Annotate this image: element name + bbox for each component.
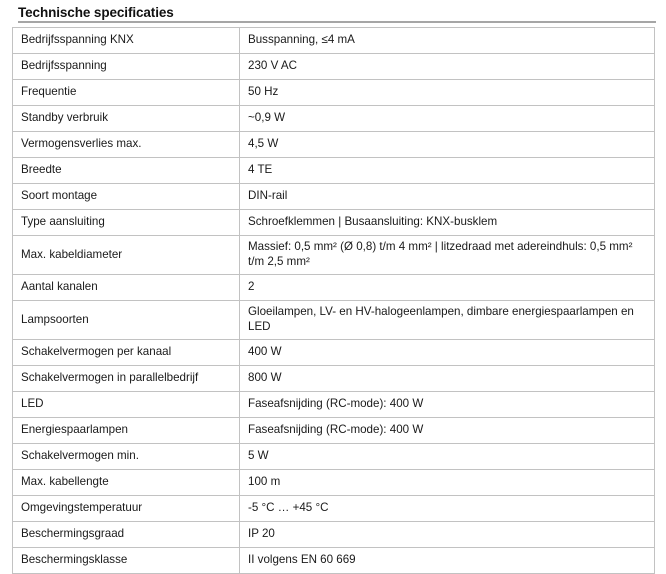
spec-label-cell: Omgevingstemperatuur [12,495,240,522]
page-title: Technische specificaties [18,5,174,20]
title-underline-divider [18,21,656,23]
table-row: Aantal kanalen 2 [12,274,655,301]
spec-value-cell: 230 V AC [239,53,655,80]
spec-label-cell: Beschermingsgraad [12,521,240,548]
spec-label-cell: Frequentie [12,79,240,106]
spec-label-cell: Aantal kanalen [12,274,240,301]
table-row: Energiespaarlampen Faseafsnijding (RC-mod… [12,417,655,444]
table-row: Bedrijfsspanning KNX Busspanning, ≤4 mA [12,27,655,54]
table-row: Max. kabellengte 100 m [12,469,655,496]
spec-value-cell: IP 20 [239,521,655,548]
spec-value-cell: Faseafsnijding (RC-mode): 400 W [239,391,655,418]
spec-label-cell: Bedrijfsspanning [12,53,240,80]
spec-label-cell: LED [12,391,240,418]
table-row: Standby verbruik ~0,9 W [12,105,655,132]
technical-specifications-table: Bedrijfsspanning KNX Busspanning, ≤4 mA Be… [12,27,655,574]
spec-value-cell: DIN-rail [239,183,655,210]
table-row: Bedrijfsspanning 230 V AC [12,53,655,80]
spec-label-cell: Schakelvermogen in parallelbedrijf [12,365,240,392]
spec-table-container: Bedrijfsspanning KNX Busspanning, ≤4 mA Be… [12,27,655,574]
spec-value-cell: 5 W [239,443,655,470]
spec-value-cell: 100 m [239,469,655,496]
spec-value-cell: 2 [239,274,655,301]
spec-label-cell: Vermogensverlies max. [12,131,240,158]
table-row: Frequentie 50 Hz [12,79,655,106]
table-row: Vermogensverlies max. 4,5 W [12,131,655,158]
table-row: Schakelvermogen in parallelbedrijf 800 W [12,365,655,392]
spec-value-cell: Schroefklemmen | Busaansluiting: KNX-bus… [239,209,655,236]
spec-value-cell: II volgens EN 60 669 [239,547,655,574]
spec-value-cell: 800 W [239,365,655,392]
table-row: Lampsoorten Gloeilampen, LV- en HV-haloge… [12,300,655,340]
table-row: Breedte 4 TE [12,157,655,184]
table-row: Type aansluiting Schroefklemmen | Busaans… [12,209,655,236]
spec-label-cell: Lampsoorten [12,300,240,340]
spec-label-cell: Type aansluiting [12,209,240,236]
spec-label-cell: Standby verbruik [12,105,240,132]
spec-sheet-page: Technische specificaties Bedrijfsspannin… [12,5,656,574]
spec-value-cell: 4,5 W [239,131,655,158]
table-row: Beschermingsgraad IP 20 [12,521,655,548]
spec-value-cell: 400 W [239,339,655,366]
spec-table-body: Bedrijfsspanning KNX Busspanning, ≤4 mA Be… [12,27,655,574]
spec-value-cell: 4 TE [239,157,655,184]
spec-label-cell: Soort montage [12,183,240,210]
spec-label-cell: Breedte [12,157,240,184]
table-row: Soort montage DIN-rail [12,183,655,210]
spec-value-cell: Busspanning, ≤4 mA [239,27,655,54]
spec-label-cell: Max. kabeldiameter [12,235,240,275]
table-row: Schakelvermogen per kanaal 400 W [12,339,655,366]
spec-value-cell: Massief: 0,5 mm² (Ø 0,8) t/m 4 mm² | lit… [239,235,655,275]
spec-value-cell: -5 °C … +45 °C [239,495,655,522]
spec-label-cell: Energiespaarlampen [12,417,240,444]
spec-value-cell: Gloeilampen, LV- en HV-halogeenlampen, d… [239,300,655,340]
table-row: Omgevingstemperatuur -5 °C … +45 °C [12,495,655,522]
spec-label-cell: Max. kabellengte [12,469,240,496]
table-row: Schakelvermogen min. 5 W [12,443,655,470]
spec-label-cell: Schakelvermogen per kanaal [12,339,240,366]
spec-label-cell: Bedrijfsspanning KNX [12,27,240,54]
spec-label-cell: Beschermingsklasse [12,547,240,574]
table-row: Beschermingsklasse II volgens EN 60 669 [12,547,655,574]
spec-value-cell: ~0,9 W [239,105,655,132]
table-row: LED Faseafsnijding (RC-mode): 400 W [12,391,655,418]
table-row: Max. kabeldiameter Massief: 0,5 mm² (Ø 0,… [12,235,655,275]
spec-value-cell: 50 Hz [239,79,655,106]
spec-label-cell: Schakelvermogen min. [12,443,240,470]
spec-value-cell: Faseafsnijding (RC-mode): 400 W [239,417,655,444]
